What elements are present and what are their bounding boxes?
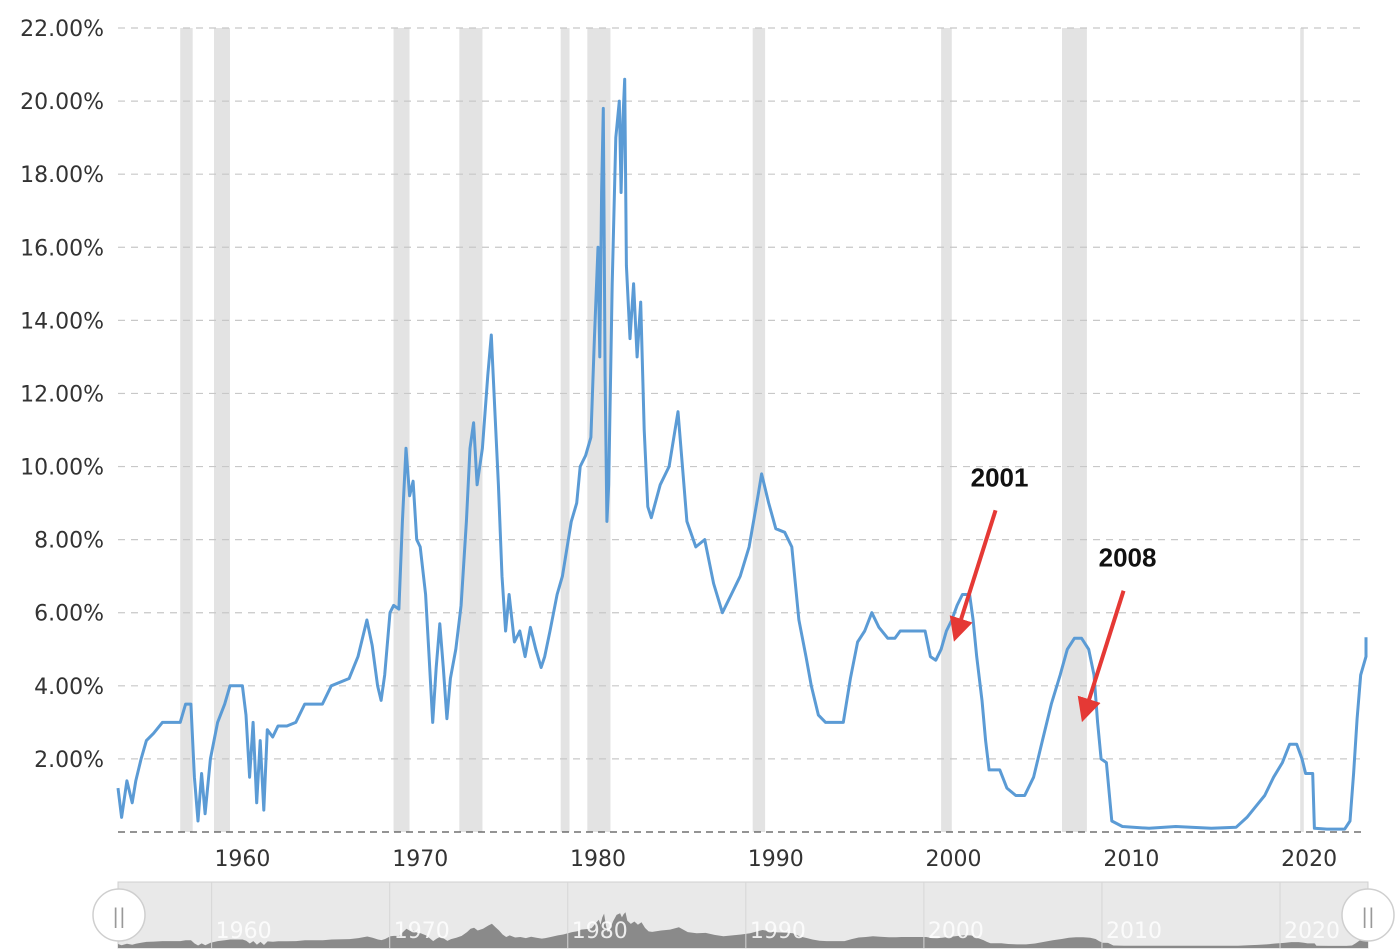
- navigator-tick-label: 1970: [394, 919, 450, 944]
- navigator-right-handle[interactable]: ||: [1341, 888, 1395, 942]
- navigator-tick-label: 1980: [572, 919, 628, 944]
- recession-band: [941, 28, 952, 832]
- x-axis-ticks: 1960 1970 1980 1990 2000 2010 2020: [214, 847, 1337, 872]
- grid-lines: [118, 27, 1366, 833]
- y-tick-label: 14.00%: [20, 309, 104, 334]
- series-line: [116, 77, 1368, 831]
- y-tick-label: 16.00%: [20, 236, 104, 261]
- recession-band: [1062, 28, 1087, 832]
- navigator-tick-label: 2000: [928, 919, 984, 944]
- y-tick-label: 18.00%: [20, 163, 104, 188]
- annotation-label: 2008: [1099, 543, 1157, 573]
- x-tick-label: 1990: [748, 847, 804, 872]
- recession-bands: [180, 28, 1304, 832]
- x-tick-label: 2010: [1103, 847, 1159, 872]
- y-tick-label: 2.00%: [34, 748, 104, 773]
- right-handle-grip: ||: [1361, 904, 1374, 928]
- y-tick-label: 6.00%: [34, 602, 104, 627]
- annotations: 2001 2008: [949, 462, 1157, 723]
- y-tick-label: 12.00%: [20, 382, 104, 407]
- x-tick-label: 2020: [1281, 847, 1337, 872]
- navigator-mini-chart: [118, 912, 1368, 948]
- x-tick-label: 1970: [392, 847, 448, 872]
- y-axis-ticks: 2.00% 4.00% 6.00% 8.00% 10.00% 12.00% 14.00% 16…: [20, 17, 104, 773]
- recession-band: [393, 28, 410, 832]
- y-tick-label: 4.00%: [34, 675, 104, 700]
- annotation-label: 2001: [971, 462, 1029, 492]
- left-handle-grip: ||: [112, 904, 125, 928]
- y-tick-label: 22.00%: [20, 17, 104, 42]
- recession-band: [560, 28, 570, 832]
- x-tick-label: 1960: [214, 847, 270, 872]
- recession-band: [459, 28, 483, 832]
- recession-band: [1300, 28, 1304, 832]
- navigator-ticks: 1960 1970 1980 1990 2000 2010 2020: [211, 882, 1340, 948]
- x-tick-label: 2000: [926, 847, 982, 872]
- annotation-arrow: [1077, 590, 1126, 723]
- y-tick-label: 8.00%: [34, 529, 104, 554]
- navigator-left-handle[interactable]: ||: [92, 888, 146, 942]
- recession-band: [752, 28, 766, 832]
- navigator-tick-label: 2010: [1106, 919, 1162, 944]
- annotation-arrow: [949, 509, 998, 642]
- navigator-tick-label: 1960: [216, 919, 272, 944]
- recession-band: [214, 28, 230, 832]
- y-tick-label: 10.00%: [20, 456, 104, 481]
- navigator-tick-label: 2020: [1284, 919, 1340, 944]
- navigator-tick-label: 1990: [750, 919, 806, 944]
- y-tick-label: 20.00%: [20, 90, 104, 115]
- recession-band: [180, 28, 193, 832]
- x-tick-label: 1980: [570, 847, 626, 872]
- range-navigator[interactable]: 1960 1970 1980 1990 2000 2010 2020 || ||: [92, 881, 1395, 949]
